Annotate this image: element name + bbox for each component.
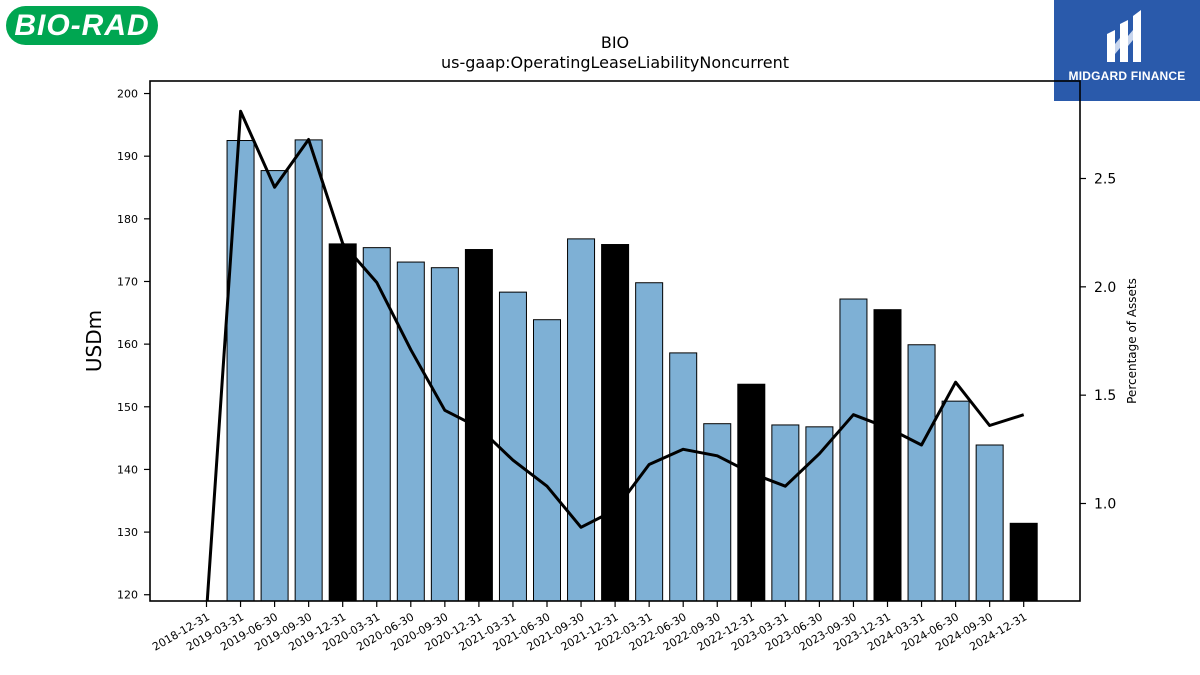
y-tick-label: 120 bbox=[117, 589, 138, 602]
y2-tick-label: 1.0 bbox=[1094, 497, 1116, 513]
bar-2019-03-31 bbox=[226, 140, 255, 601]
midgard-finance-emblem-icon bbox=[1107, 10, 1141, 62]
y-axis-label: USDm bbox=[82, 310, 106, 372]
bar-2022-12-31 bbox=[737, 383, 766, 601]
y-tick-label: 190 bbox=[117, 150, 138, 163]
bar-2020-03-31 bbox=[362, 247, 391, 601]
bar-2019-12-31 bbox=[328, 243, 357, 601]
chart-title: BIO bbox=[601, 33, 629, 52]
y2-tick-label: 1.5 bbox=[1094, 388, 1116, 404]
bio-rad-logo-text: BIO-RAD bbox=[14, 8, 150, 42]
bar-2023-12-31 bbox=[873, 309, 902, 601]
y2-tick-label: 2.5 bbox=[1094, 172, 1116, 188]
midgard-finance-logo-text: MIDGARD FINANCE bbox=[1068, 69, 1186, 83]
bar-2024-09-30 bbox=[975, 444, 1004, 601]
y-tick-label: 180 bbox=[117, 213, 138, 226]
bar-2021-03-31 bbox=[498, 291, 527, 601]
y-tick-label: 200 bbox=[117, 88, 138, 101]
y-tick-label: 130 bbox=[117, 526, 138, 539]
bar-2019-09-30 bbox=[294, 139, 323, 601]
bar-2022-06-30 bbox=[669, 352, 698, 601]
bar-2019-06-30 bbox=[260, 170, 289, 601]
bar-2024-06-30 bbox=[941, 400, 970, 601]
bar-2023-09-30 bbox=[839, 298, 868, 601]
midgard-finance-logo: MIDGARD FINANCE bbox=[1054, 0, 1200, 101]
bar-2021-12-31 bbox=[601, 244, 630, 601]
bar-2024-12-31 bbox=[1009, 522, 1038, 601]
bar-2021-09-30 bbox=[567, 238, 596, 601]
y2-tick-label: 2.0 bbox=[1094, 280, 1116, 296]
y-tick-label: 170 bbox=[117, 275, 138, 288]
y-tick-label: 160 bbox=[117, 338, 138, 351]
bio-rad-logo: BIO-RAD bbox=[6, 6, 158, 45]
bar-series bbox=[226, 139, 1038, 601]
y2-axis-label: Percentage of Assets bbox=[1125, 278, 1139, 404]
bar-2023-03-31 bbox=[771, 424, 800, 601]
bar-2022-09-30 bbox=[703, 423, 732, 601]
bar-2022-03-31 bbox=[635, 282, 664, 601]
y-tick-label: 150 bbox=[117, 401, 138, 414]
bar-2021-06-30 bbox=[533, 319, 561, 601]
bar-2020-09-30 bbox=[430, 267, 459, 601]
bar-2024-03-31 bbox=[907, 344, 936, 601]
line-series bbox=[205, 109, 1025, 601]
chart-subtitle: us-gaap:OperatingLeaseLiabilityNoncurren… bbox=[441, 53, 789, 72]
bar-2023-06-30 bbox=[805, 426, 834, 601]
bar-2020-12-31 bbox=[464, 249, 493, 601]
y-tick-label: 140 bbox=[117, 463, 138, 476]
bar-2020-06-30 bbox=[396, 261, 425, 601]
